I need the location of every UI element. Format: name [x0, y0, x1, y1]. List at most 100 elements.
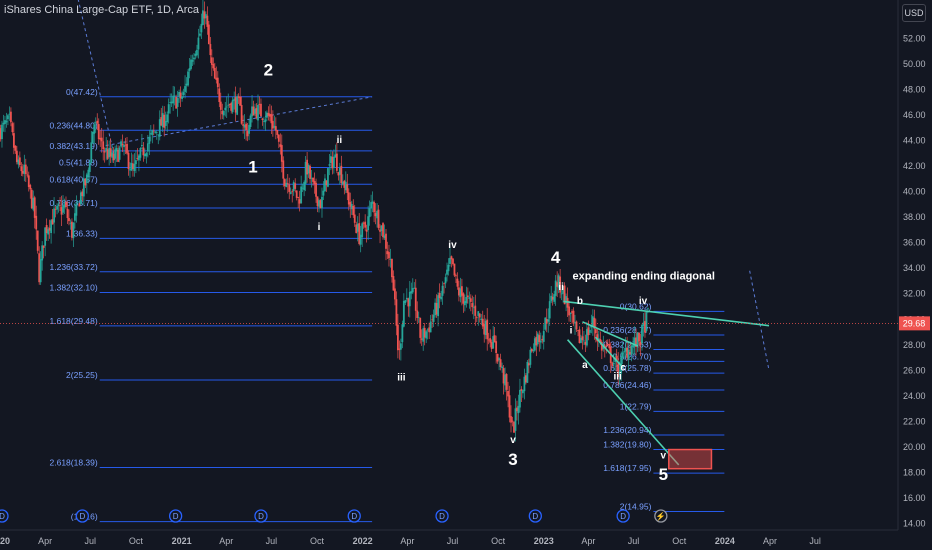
candle-body — [499, 359, 502, 367]
candle-body — [266, 112, 268, 118]
candle-body — [584, 341, 587, 345]
y-tick-label: 20.00 — [903, 442, 926, 452]
candle-body — [154, 131, 157, 133]
y-tick-label: 52.00 — [903, 33, 926, 43]
x-tick-label: Oct — [129, 536, 144, 546]
candle-body — [81, 191, 84, 197]
candle-body — [0, 128, 2, 140]
candle-body — [248, 124, 250, 134]
dividend-marker-letter: D — [0, 512, 5, 521]
candle-body — [304, 161, 307, 184]
candle-body — [480, 318, 483, 321]
candle-body — [94, 122, 97, 124]
candle-body — [21, 170, 24, 174]
wave-label: i — [318, 222, 321, 233]
candle-body — [103, 151, 106, 153]
candle-body — [173, 95, 176, 97]
x-tick-label: 2022 — [353, 536, 373, 546]
x-tick-label: 2023 — [534, 536, 554, 546]
candle-body — [45, 225, 48, 234]
candle-body — [249, 115, 252, 127]
candle-body — [520, 389, 523, 391]
candle-body — [510, 416, 512, 423]
candle-body — [553, 294, 556, 302]
candle-body — [623, 351, 626, 353]
candle-body — [93, 124, 96, 134]
pattern-annotation: expanding ending diagonal — [573, 271, 715, 283]
candle-body — [334, 154, 337, 158]
candle-body — [368, 208, 371, 218]
candle-body — [30, 189, 33, 209]
candle-body — [455, 275, 457, 277]
candle-body — [377, 209, 380, 229]
candle-body — [471, 303, 474, 308]
candle-body — [460, 286, 463, 296]
candle-body — [120, 141, 122, 147]
candle-body — [126, 143, 128, 154]
candle-body — [394, 288, 396, 300]
candle-body — [514, 408, 517, 431]
wave-label: 5 — [659, 465, 668, 484]
candle-body — [405, 297, 408, 300]
x-tick-label: 2024 — [715, 536, 735, 546]
candle-body — [227, 104, 230, 106]
y-tick-label: 28.00 — [903, 340, 926, 350]
candle-body — [599, 339, 602, 343]
fib-right-level-label: 0.618(25.78) — [603, 363, 651, 373]
candle-body — [508, 395, 511, 418]
candle-body — [90, 142, 93, 163]
candle-body — [218, 88, 221, 103]
candle-body — [358, 223, 361, 244]
candle-body — [163, 114, 166, 128]
candle-body — [578, 329, 581, 343]
fib-left-level-label: 0.786(38.71) — [50, 198, 98, 208]
candle-body — [57, 204, 60, 206]
candle-body — [452, 258, 454, 265]
candle-body — [100, 137, 103, 142]
candle-body — [260, 103, 262, 117]
candle-body — [465, 296, 468, 304]
candle-body — [484, 320, 487, 336]
candle-body — [522, 390, 524, 394]
candle-body — [312, 177, 314, 182]
candle-body — [538, 335, 541, 343]
fib-right-level-label: 1.618(17.95) — [603, 463, 651, 473]
candle-body — [385, 233, 387, 249]
candle-body — [608, 344, 611, 349]
candle-body — [594, 329, 597, 334]
candle-body — [48, 227, 51, 231]
candle-body — [453, 263, 456, 276]
candle-body — [152, 130, 155, 132]
candle-body — [626, 347, 629, 358]
candle-body — [170, 101, 173, 104]
candle-body — [44, 227, 47, 246]
candle-body — [130, 162, 133, 171]
candle-body — [417, 316, 420, 318]
candle-body — [581, 336, 584, 341]
candle-body — [563, 285, 566, 305]
candle-body — [231, 99, 234, 113]
candle-body — [280, 145, 283, 162]
x-tick-label: Jul — [447, 536, 459, 546]
candle-body — [289, 192, 292, 194]
candle-body — [630, 345, 633, 355]
candle-body — [268, 113, 271, 117]
candle-body — [419, 317, 422, 338]
candle-body — [370, 202, 373, 209]
x-tick-label: Apr — [400, 536, 414, 546]
diagonal-trendline — [594, 336, 624, 369]
candle-body — [362, 222, 365, 224]
candle-body — [466, 295, 469, 298]
candle-body — [303, 182, 306, 191]
split-marker-icon: ⚡ — [656, 511, 666, 521]
candle-body — [574, 322, 576, 324]
dividend-marker — [528, 509, 542, 523]
currency-button[interactable]: USD — [902, 4, 926, 22]
candle-body — [197, 37, 200, 50]
candle-body — [200, 23, 203, 33]
candle-body — [568, 306, 570, 316]
candle-body — [341, 181, 344, 185]
candle-body — [615, 355, 618, 362]
